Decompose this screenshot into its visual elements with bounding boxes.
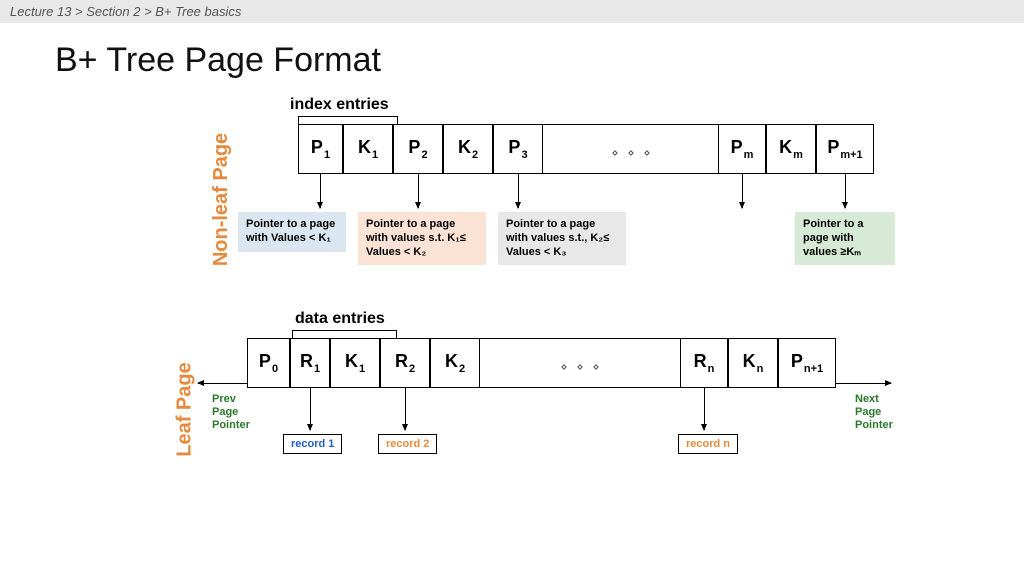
arrow-p1 — [320, 174, 321, 208]
data-bracket — [292, 330, 397, 338]
arrow-prev — [198, 383, 247, 384]
cell-pm1: Pm+1 — [816, 124, 874, 174]
leaf-vlabel: Leaf Page — [174, 362, 197, 456]
cell-lk1: K1 — [330, 338, 380, 388]
cell-dots-nonleaf — [543, 124, 718, 174]
arrow-pm — [742, 174, 743, 208]
cell-p1: P1 — [298, 124, 343, 174]
cell-lk2: K2 — [430, 338, 480, 388]
data-entries-label: data entries — [295, 310, 385, 328]
cell-pn1: Pn+1 — [778, 338, 836, 388]
arrow-p2 — [418, 174, 419, 208]
cell-p0: P0 — [247, 338, 290, 388]
nonleaf-vlabel: Non-leaf Page — [210, 133, 233, 266]
record-1: record 1 — [283, 434, 342, 454]
cell-p3: P3 — [493, 124, 543, 174]
cell-lkn: Kn — [728, 338, 778, 388]
arrow-next — [836, 383, 891, 384]
next-label: NextPagePointer — [855, 393, 905, 433]
nonleaf-row: P1 K1 P2 K2 P3 Pm Km Pm+1 — [298, 124, 874, 174]
note-1: Pointer to a page with Values < K₁ — [238, 212, 346, 252]
cell-k2: K2 — [443, 124, 493, 174]
note-4: Pointer to a page with values ≥Kₘ — [795, 212, 895, 265]
cell-p2: P2 — [393, 124, 443, 174]
arrow-r2 — [405, 388, 406, 430]
arrow-r1 — [310, 388, 311, 430]
index-entries-label: index entries — [290, 96, 389, 114]
arrow-pm1 — [845, 174, 846, 208]
cell-pm: Pm — [718, 124, 766, 174]
cell-km: Km — [766, 124, 816, 174]
note-3: Pointer to a page with values s.t., K₂≤ … — [498, 212, 626, 265]
page-title: B+ Tree Page Format — [55, 41, 1024, 80]
breadcrumb: Lecture 13 > Section 2 > B+ Tree basics — [0, 0, 1024, 23]
record-n: record n — [678, 434, 738, 454]
leaf-row: P0 R1 K1 R2 K2 Rn Kn Pn+1 — [247, 338, 836, 388]
arrow-rn — [704, 388, 705, 430]
cell-rn: Rn — [680, 338, 728, 388]
prev-label: PrevPagePointer — [212, 393, 262, 433]
cell-r1: R1 — [290, 338, 330, 388]
cell-dots-leaf — [480, 338, 680, 388]
record-2: record 2 — [378, 434, 437, 454]
cell-k1: K1 — [343, 124, 393, 174]
note-2: Pointer to a page with values s.t. K₁≤ V… — [358, 212, 486, 265]
cell-r2: R2 — [380, 338, 430, 388]
diagram-stage: Non-leaf Page index entries P1 K1 P2 K2 … — [0, 88, 1024, 568]
index-bracket — [298, 116, 398, 124]
arrow-p3 — [518, 174, 519, 208]
